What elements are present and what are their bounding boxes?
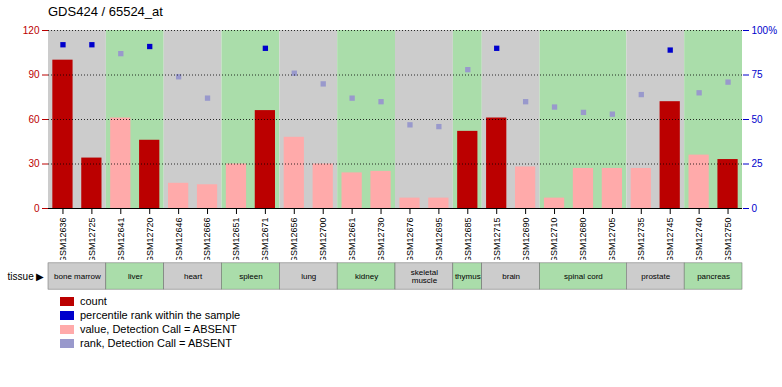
svg-text:GSM12750: GSM12750: [723, 218, 733, 261]
svg-text:GSM12745: GSM12745: [665, 218, 675, 261]
svg-text:GSM12700: GSM12700: [318, 218, 328, 261]
svg-text:GSM12680: GSM12680: [578, 218, 588, 261]
svg-text:spinal cord: spinal cord: [564, 272, 603, 281]
svg-text:90: 90: [28, 69, 40, 80]
svg-text:brain: brain: [502, 272, 520, 281]
html-text:percentile rank within the sam: percentile rank within the sample: [80, 309, 241, 321]
svg-text:120: 120: [23, 25, 40, 36]
svg-text:GSM12715: GSM12715: [492, 218, 502, 261]
svg-text:skeletalmuscle: skeletalmuscle: [411, 268, 438, 285]
svg-text:GSM12705: GSM12705: [607, 218, 617, 261]
html-text:GDS424 / 65524_at: GDS424 / 65524_at: [48, 4, 163, 19]
html-text:count: count: [80, 295, 107, 307]
svg-text:GSM12725: GSM12725: [87, 218, 97, 261]
svg-text:25: 25: [752, 158, 764, 169]
svg-text:kidney: kidney: [355, 272, 378, 281]
svg-text:GSM12740: GSM12740: [694, 218, 704, 261]
svg-text:heart: heart: [184, 272, 203, 281]
svg-text:GSM12720: GSM12720: [145, 218, 155, 261]
svg-text:GSM12646: GSM12646: [174, 218, 184, 261]
svg-text:GSM12690: GSM12690: [521, 218, 531, 261]
svg-text:GSM12710: GSM12710: [549, 218, 559, 261]
svg-text:GSM12666: GSM12666: [202, 218, 212, 261]
svg-text:bone marrow: bone marrow: [54, 272, 101, 281]
svg-text:spleen: spleen: [239, 272, 263, 281]
svg-text:pancreas: pancreas: [697, 272, 730, 281]
svg-text:GSM12671: GSM12671: [260, 218, 270, 261]
svg-text:30: 30: [28, 158, 40, 169]
svg-text:GSM12695: GSM12695: [434, 218, 444, 261]
svg-text:lung: lung: [301, 272, 316, 281]
svg-text:GSM12735: GSM12735: [636, 218, 646, 261]
svg-text:GSM12636: GSM12636: [58, 218, 68, 261]
svg-text:GSM12661: GSM12661: [347, 218, 357, 261]
svg-text:50: 50: [752, 114, 764, 125]
svg-text:GSM12656: GSM12656: [289, 218, 299, 261]
html-text:rank, Detection Call = ABSENT: rank, Detection Call = ABSENT: [80, 337, 232, 349]
svg-text:0: 0: [34, 203, 40, 214]
svg-text:GSM12685: GSM12685: [463, 218, 473, 261]
svg-text:GSM12651: GSM12651: [231, 218, 241, 261]
svg-text:GSM12641: GSM12641: [116, 218, 126, 261]
svg-text:GSM12676: GSM12676: [405, 218, 415, 261]
svg-text:0: 0: [752, 203, 758, 214]
svg-text:GSM12730: GSM12730: [376, 218, 386, 261]
svg-text:liver: liver: [128, 272, 143, 281]
svg-text:75: 75: [752, 69, 764, 80]
html-text:value, Detection Call = ABSENT: value, Detection Call = ABSENT: [80, 323, 237, 335]
svg-text:60: 60: [28, 114, 40, 125]
svg-text:100%: 100%: [752, 25, 778, 36]
svg-text:prostate: prostate: [641, 272, 670, 281]
svg-text:thymus: thymus: [455, 272, 481, 281]
svg-text:tissue ▶: tissue ▶: [8, 271, 45, 282]
